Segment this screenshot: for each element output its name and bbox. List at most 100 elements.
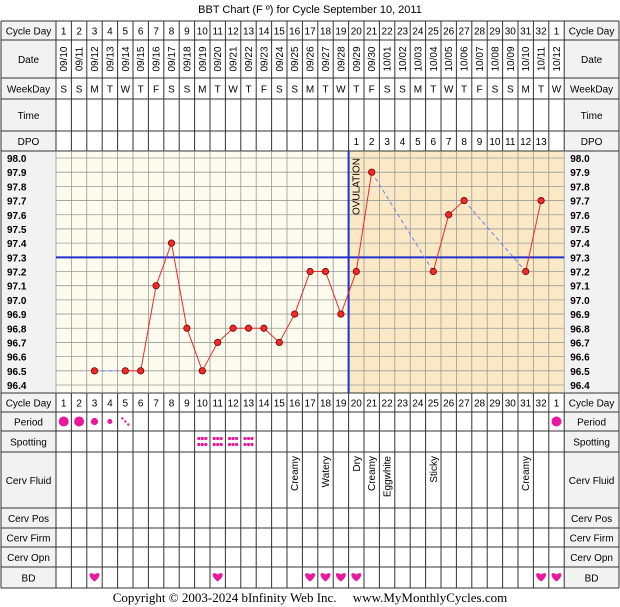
cycle-day-label-bottom: 23 <box>397 399 409 410</box>
cycle-day-label-bottom: 27 <box>459 399 471 410</box>
weekday-label: T <box>538 85 544 96</box>
dpo-label: 4 <box>400 137 406 148</box>
spotting-dot <box>212 442 216 447</box>
spotting-dot <box>231 436 235 441</box>
date-label: 09/14 <box>121 46 132 71</box>
y-tick-label: 98.0 <box>7 154 27 165</box>
cycle-day-label: 5 <box>123 27 129 38</box>
temperature-point <box>429 267 437 276</box>
weekday-label: S <box>291 85 298 96</box>
y-tick-label: 97.3 <box>7 253 27 264</box>
y-tick-label: 96.9 <box>7 310 27 321</box>
y-tick-label-right: 96.4 <box>570 381 590 392</box>
spotting-dot <box>243 442 247 447</box>
date-label: 10/08 <box>490 46 501 71</box>
cycle-day-label-bottom: 31 <box>520 399 532 410</box>
weekday-label: T <box>138 85 144 96</box>
temperature-point <box>183 324 191 332</box>
cerv-fluid-label: Watery <box>321 456 332 487</box>
temperature-point <box>522 267 530 276</box>
row-label-cycle_day: Cycle Day <box>6 399 52 410</box>
spotting-dot <box>200 436 204 441</box>
period-medium <box>90 417 99 426</box>
cycle-day-label: 14 <box>258 27 270 38</box>
weekday-label: W <box>228 85 238 96</box>
pre-ovulation-area <box>56 151 349 393</box>
temperature-point <box>121 367 129 375</box>
temperature-point <box>198 367 206 375</box>
dpo-label: 12 <box>520 137 532 148</box>
temperature-point <box>306 267 314 276</box>
row-label-weekday-right: WeekDay <box>570 85 613 96</box>
cycle-day-label-bottom: 22 <box>382 399 394 410</box>
bd-heart-icon <box>89 573 100 582</box>
spotting-dot <box>235 436 239 441</box>
cycle-day-label-bottom: 12 <box>228 399 240 410</box>
y-tick-label-right: 98.0 <box>570 154 590 165</box>
y-tick-label-right: 97.8 <box>570 182 590 193</box>
date-label: 09/18 <box>182 46 193 71</box>
temperature-point <box>214 338 222 347</box>
cycle-day-label-bottom: 1 <box>61 399 67 410</box>
cycle-day-label: 16 <box>289 27 301 38</box>
row-label-cycle_day: Cycle Day <box>6 27 52 38</box>
temperature-point <box>260 324 268 332</box>
weekday-label: T <box>215 85 221 96</box>
dpo-label: 5 <box>415 137 421 148</box>
dpo-label: 11 <box>505 137 516 148</box>
dpo-label: 6 <box>431 137 437 148</box>
y-tick-label-right: 96.6 <box>570 353 590 364</box>
dpo-label: 8 <box>461 137 467 148</box>
cerv-fluid-label: Creamy <box>521 456 532 491</box>
y-tick-label-right: 97.2 <box>570 268 590 279</box>
weekday-label: S <box>168 85 175 96</box>
row-label-date: Date <box>18 55 40 66</box>
dashed-segment <box>463 200 527 272</box>
row-label-dpo: DPO <box>18 137 40 148</box>
row-label-dpo-right: DPO <box>581 137 603 148</box>
date-label: 10/02 <box>398 46 409 71</box>
row-label-time: Time <box>18 111 40 122</box>
cerv-fluid-label: Creamy <box>367 456 378 491</box>
weekday-label: S <box>60 85 67 96</box>
y-tick-label-right: 96.7 <box>570 338 590 349</box>
cycle-day-label: 6 <box>138 27 144 38</box>
temperature-point <box>244 324 253 332</box>
spotting-dot <box>228 436 232 441</box>
cycle-day-label-bottom: 10 <box>197 399 209 410</box>
bd-heart-icon <box>320 573 331 582</box>
date-label: 09/28 <box>336 46 347 71</box>
cycle-day-label-bottom: 15 <box>274 399 286 410</box>
temperature-segment <box>355 172 373 272</box>
row-label-spotting-right: Spotting <box>573 438 610 449</box>
temperature-segment <box>278 313 296 343</box>
cycle-day-label-bottom: 25 <box>428 399 440 410</box>
spotting-dot <box>197 442 201 447</box>
cycle-day-label: 24 <box>412 27 424 38</box>
temperature-segment <box>140 285 157 371</box>
y-tick-label: 96.7 <box>7 338 27 349</box>
cycle-day-label: 3 <box>92 27 98 38</box>
spotting-dot <box>219 442 223 447</box>
y-tick-label: 97.0 <box>7 296 27 307</box>
temperature-point <box>352 267 360 276</box>
period-heavy <box>74 416 85 427</box>
y-tick-label: 97.8 <box>7 182 27 193</box>
cycle-day-label: 7 <box>153 27 159 38</box>
y-tick-label-right: 97.5 <box>570 225 590 236</box>
date-label: 09/19 <box>198 46 209 71</box>
y-tick-label-right: 97.0 <box>570 296 590 307</box>
cycle-day-label: 27 <box>459 27 471 38</box>
period-spotting-dot <box>127 423 130 426</box>
date-label: 10/04 <box>429 46 440 71</box>
temperature-segment <box>186 328 203 371</box>
cycle-day-label: 25 <box>428 27 440 38</box>
weekday-label: M <box>414 85 422 96</box>
cycle-day-label-bottom: 32 <box>536 399 548 410</box>
date-label: 10/03 <box>413 46 424 71</box>
bd-heart-icon <box>536 573 547 582</box>
cycle-day-label-bottom: 26 <box>443 399 455 410</box>
period-spotting-dot <box>121 417 124 420</box>
weekday-label: W <box>552 85 562 96</box>
y-tick-label: 97.5 <box>7 225 27 236</box>
